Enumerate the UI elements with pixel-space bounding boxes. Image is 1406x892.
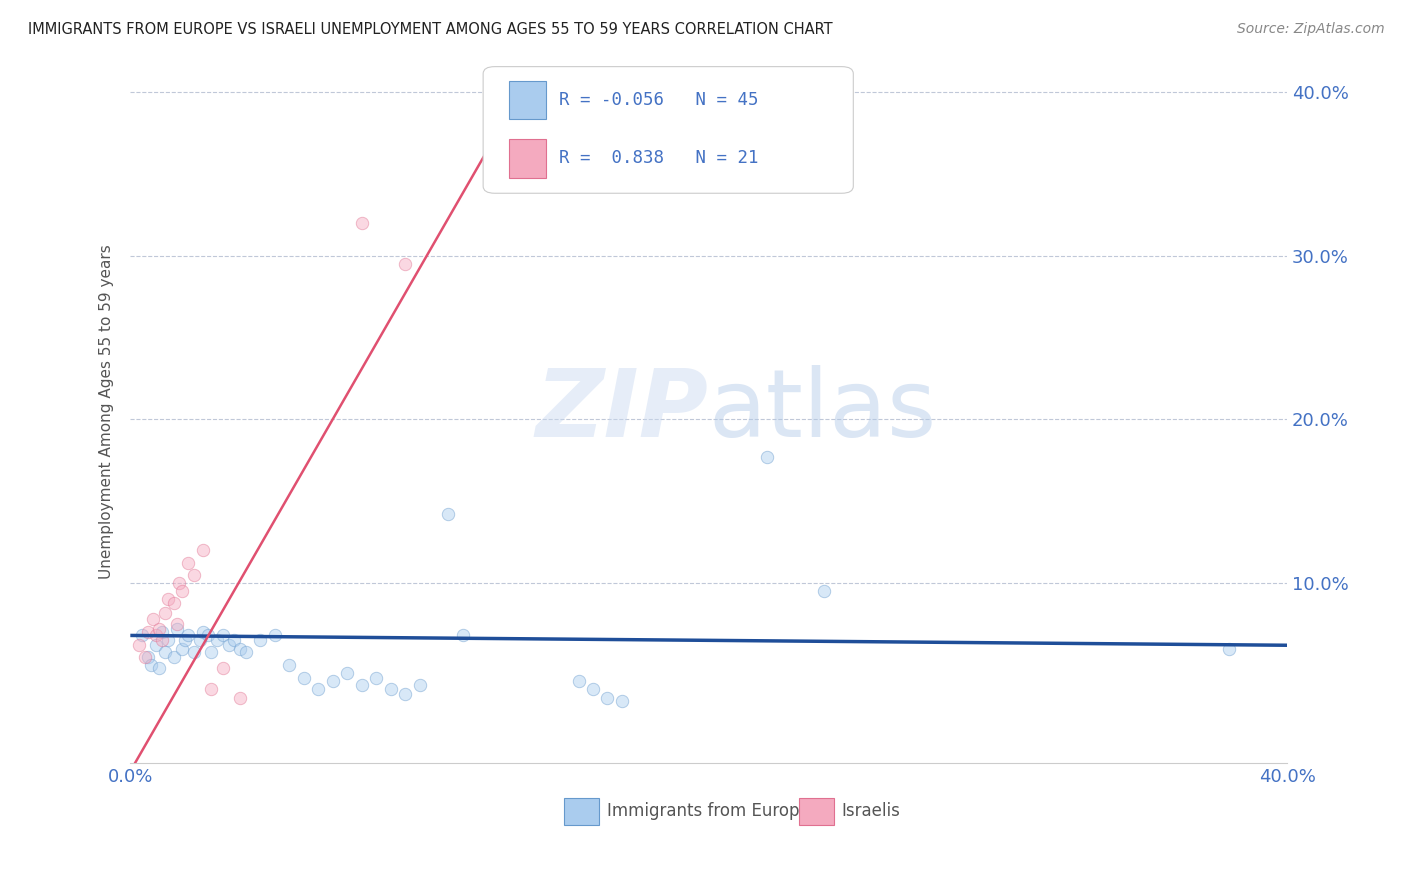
Point <box>582 682 605 697</box>
Point <box>136 649 159 664</box>
FancyBboxPatch shape <box>484 67 853 194</box>
Point <box>292 671 315 685</box>
Point <box>212 661 235 675</box>
Point <box>235 645 257 659</box>
Point <box>568 674 591 689</box>
Point <box>183 568 205 582</box>
Point <box>163 649 186 664</box>
Point <box>153 606 176 620</box>
Point <box>134 649 156 664</box>
Point <box>350 677 373 691</box>
Point <box>166 617 188 632</box>
Point <box>136 625 159 640</box>
Point <box>156 633 179 648</box>
Point <box>188 633 211 648</box>
Text: Israelis: Israelis <box>842 802 901 820</box>
Point <box>408 677 430 691</box>
Point <box>1218 641 1240 656</box>
Point <box>183 645 205 659</box>
Text: IMMIGRANTS FROM EUROPE VS ISRAELI UNEMPLOYMENT AMONG AGES 55 TO 59 YEARS CORRELA: IMMIGRANTS FROM EUROPE VS ISRAELI UNEMPL… <box>28 22 832 37</box>
Point <box>229 641 252 656</box>
Text: Source: ZipAtlas.com: Source: ZipAtlas.com <box>1237 22 1385 37</box>
Point <box>191 625 214 640</box>
FancyBboxPatch shape <box>799 798 834 825</box>
Point <box>200 645 222 659</box>
Text: Immigrants from Europe: Immigrants from Europe <box>607 802 810 820</box>
Point <box>166 622 188 636</box>
Point <box>322 674 344 689</box>
Y-axis label: Unemployment Among Ages 55 to 59 years: Unemployment Among Ages 55 to 59 years <box>100 244 114 579</box>
Point <box>172 584 194 599</box>
Point <box>610 694 633 708</box>
FancyBboxPatch shape <box>564 798 599 825</box>
Point <box>249 633 271 648</box>
Point <box>174 633 197 648</box>
Point <box>394 257 416 271</box>
Point <box>156 592 179 607</box>
Point <box>145 638 167 652</box>
Point <box>150 625 173 640</box>
Text: atlas: atlas <box>709 366 936 458</box>
FancyBboxPatch shape <box>509 80 546 120</box>
Point <box>451 628 474 642</box>
Text: R = -0.056   N = 45: R = -0.056 N = 45 <box>560 91 759 109</box>
Point <box>142 612 165 626</box>
Text: R =  0.838   N = 21: R = 0.838 N = 21 <box>560 150 759 168</box>
Point <box>278 657 301 672</box>
Point <box>197 628 219 642</box>
Point <box>596 690 619 705</box>
Point <box>437 508 460 522</box>
Point <box>366 671 388 685</box>
Point <box>380 682 402 697</box>
Point <box>755 450 778 464</box>
Point <box>150 633 173 648</box>
Point <box>131 628 153 642</box>
Point <box>148 622 170 636</box>
Point <box>212 628 235 642</box>
Point <box>205 633 228 648</box>
Point <box>128 638 150 652</box>
Point <box>148 661 170 675</box>
Point <box>336 666 359 681</box>
Point <box>264 628 287 642</box>
Point <box>139 657 162 672</box>
Text: ZIP: ZIP <box>536 366 709 458</box>
Point <box>229 690 252 705</box>
Point <box>394 687 416 701</box>
Point <box>163 596 186 610</box>
Point <box>169 576 191 591</box>
Point <box>813 584 835 599</box>
Point <box>350 216 373 230</box>
Point <box>153 645 176 659</box>
Point <box>200 682 222 697</box>
Point <box>191 543 214 558</box>
Point <box>145 628 167 642</box>
Point <box>172 641 194 656</box>
Point <box>307 682 329 697</box>
FancyBboxPatch shape <box>509 139 546 178</box>
Point <box>224 633 246 648</box>
Point <box>177 557 200 571</box>
Point <box>177 628 200 642</box>
Point <box>218 638 240 652</box>
